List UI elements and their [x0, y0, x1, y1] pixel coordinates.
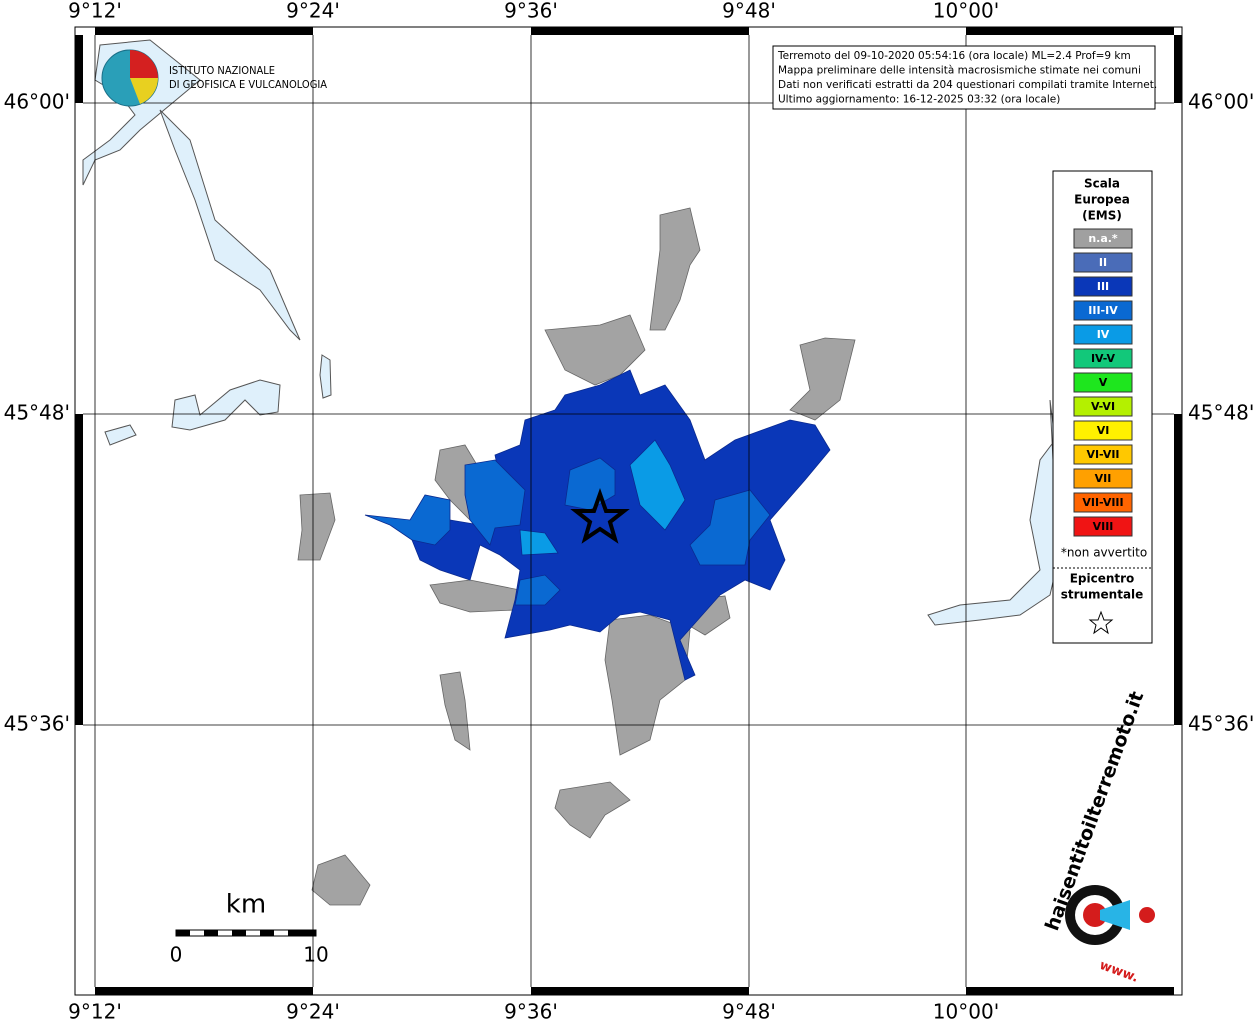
- lon-label: 9°48': [722, 0, 776, 23]
- legend-swatch: [1073, 300, 1133, 321]
- ingv-globe-part: [130, 50, 158, 78]
- municipality-iii-iv: [364, 457, 771, 606]
- legend-label: VIII: [1093, 520, 1114, 533]
- frame-band: [1174, 35, 1182, 103]
- legend-swatch: [1073, 324, 1133, 345]
- legend-swatch: [1073, 396, 1133, 417]
- frame-band: [95, 27, 313, 35]
- lake: [104, 424, 137, 446]
- lat-label: 45°36': [4, 712, 70, 736]
- ingv-line: ISTITUTO NAZIONALE: [169, 64, 275, 77]
- frame-band: [966, 27, 1174, 35]
- frame-band: [1174, 414, 1182, 725]
- scale-bar: km 0 10: [170, 890, 329, 967]
- frame-band: [95, 987, 313, 995]
- legend-note: *non avvertito: [1061, 546, 1147, 560]
- legend-title: Europea: [1074, 193, 1130, 207]
- legend-swatch: [1073, 492, 1133, 513]
- graticule: 9°12' 9°12' 9°24' 9°24' 9°36' 9°36' 9°48' 9°48'…: [4, 0, 1255, 1024]
- legend-label: III: [1097, 280, 1109, 293]
- legend-label: IV-V: [1091, 352, 1116, 365]
- frame-bands: [75, 27, 1182, 995]
- lon-label: 9°48': [722, 1000, 776, 1024]
- legend-epicenter: strumentale: [1061, 588, 1144, 602]
- lon-label: 9°36': [504, 0, 558, 23]
- legend-label: V: [1099, 376, 1108, 389]
- legend-star: [1088, 610, 1114, 635]
- scale-label: 10: [303, 943, 328, 967]
- ingv-line: DI GEOFISICA E VULCANOLOGIA: [169, 78, 327, 91]
- legend-swatch: [1073, 228, 1133, 249]
- site-logo-question: [1139, 907, 1155, 923]
- legend-label: III-IV: [1088, 304, 1118, 317]
- frame-band: [531, 27, 749, 35]
- info-line: Dati non verificati estratti da 204 ques…: [778, 79, 1157, 91]
- scale-bar-fill: [176, 930, 316, 936]
- lake: [927, 399, 1059, 626]
- legend-swatch: [1073, 372, 1133, 393]
- legend-swatch: [1073, 468, 1133, 489]
- legend-label: VII: [1095, 472, 1112, 485]
- legend-label: VII-VIII: [1082, 496, 1123, 509]
- legend-swatch: [1073, 252, 1133, 273]
- legend-label: VI-VII: [1086, 448, 1119, 461]
- legend-swatch: [1073, 420, 1133, 441]
- site-logo-ring: [1083, 903, 1107, 927]
- legend-swatch: [1073, 444, 1133, 465]
- frame-band: [75, 35, 83, 103]
- ingv-logo: ISTITUTO NAZIONALE DI GEOFISICA E VULCAN…: [101, 49, 327, 107]
- info-line: Terremoto del 09-10-2020 05:54:16 (ora l…: [777, 50, 1131, 62]
- legend-label: II: [1099, 256, 1107, 269]
- legend-label: V-VI: [1091, 400, 1115, 413]
- lat-label: 46°00': [4, 90, 70, 114]
- info-border: [772, 45, 1156, 110]
- frame-band: [531, 987, 749, 995]
- legend-label: n.a.*: [1088, 232, 1118, 245]
- frame-band: [75, 414, 83, 725]
- info-box: Terremoto del 09-10-2020 05:54:16 (ora l…: [772, 45, 1157, 110]
- legend-label: IV: [1097, 328, 1110, 341]
- scale-label: 0: [170, 943, 183, 967]
- lon-label: 10°00': [933, 1000, 999, 1024]
- legend-swatch: [1073, 276, 1133, 297]
- info-line: Ultimo aggiornamento: 16-12-2025 03:32 (…: [778, 94, 1060, 106]
- lat-label: 45°36': [1188, 712, 1254, 736]
- lakes: [82, 39, 1059, 626]
- legend-epicenter: Epicentro: [1070, 572, 1135, 586]
- lon-label: 10°00': [933, 0, 999, 23]
- legend-swatch: [1073, 516, 1133, 537]
- lat-label: 46°00': [1188, 90, 1254, 114]
- legend: ScalaEuropea(EMS)n.a.*IIIIIIII-IVIVIV-VV…: [1052, 170, 1153, 644]
- lat-label: 45°48': [1188, 401, 1254, 425]
- lake: [319, 354, 332, 399]
- municipalities: [297, 207, 856, 906]
- lat-label: 45°48': [4, 401, 70, 425]
- lon-label: 9°12': [68, 0, 122, 23]
- info-line: Mappa preliminare delle intensità macros…: [778, 65, 1141, 77]
- scale-unit: km: [226, 890, 266, 920]
- site-logo-horn: [1100, 900, 1130, 930]
- lon-label: 9°24': [286, 0, 340, 23]
- lon-label: 9°12': [68, 1000, 122, 1024]
- legend-swatch: [1073, 348, 1133, 369]
- lon-label: 9°24': [286, 1000, 340, 1024]
- frame-band: [966, 987, 1174, 995]
- ingv-globe-part: [130, 78, 158, 104]
- epicenter-star: [570, 487, 630, 544]
- municipality-iv: [519, 439, 686, 556]
- legend-label: VI: [1097, 424, 1110, 437]
- lon-label: 9°36': [504, 1000, 558, 1024]
- legend-title: (EMS): [1082, 209, 1122, 223]
- lake: [171, 379, 281, 431]
- legend-title: Scala: [1084, 177, 1120, 191]
